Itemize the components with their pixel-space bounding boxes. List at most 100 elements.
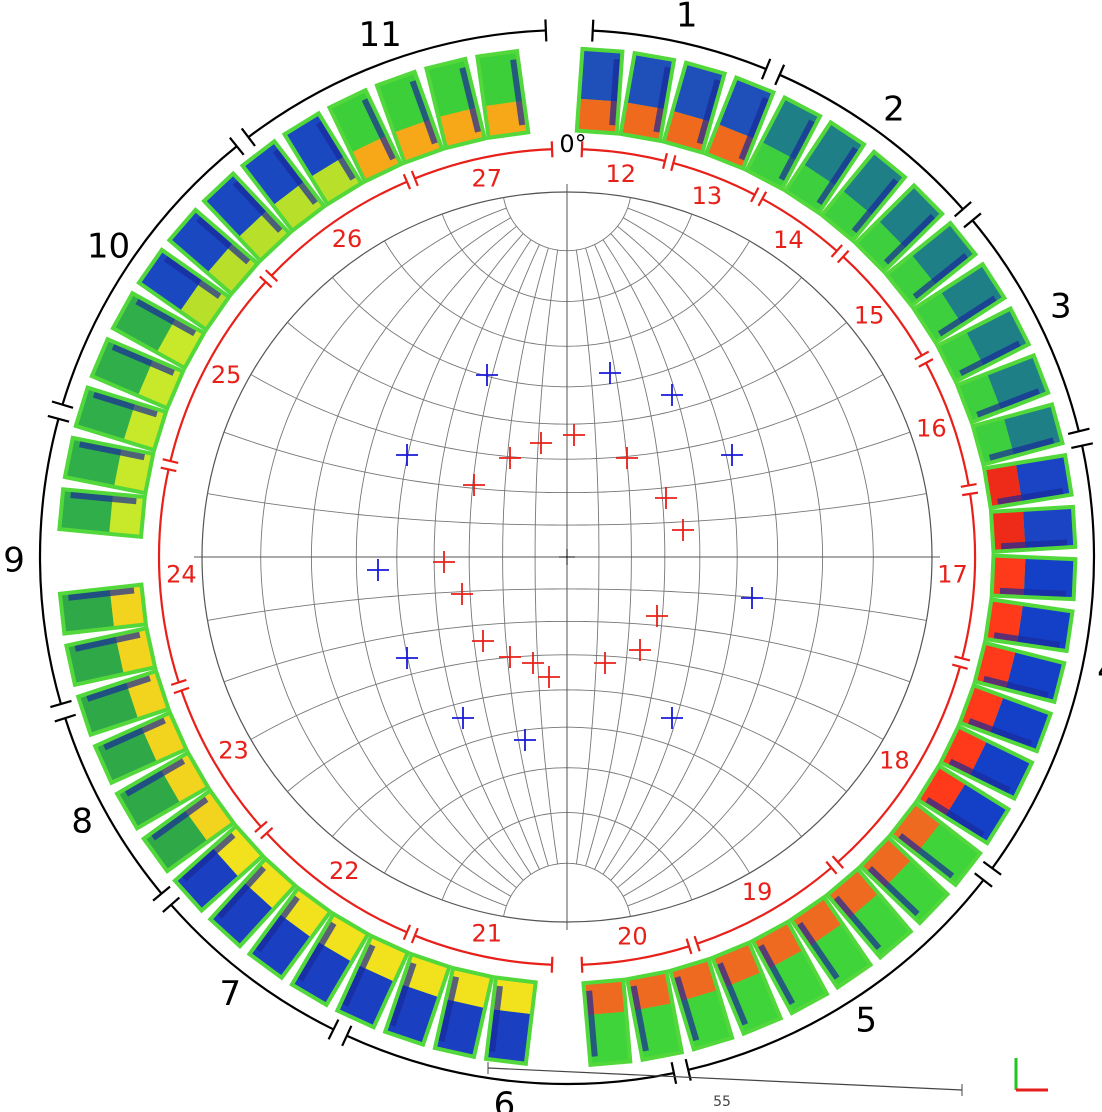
sector-arc (672, 162, 756, 196)
sector-tick (580, 141, 584, 158)
cloud-outer (763, 100, 818, 160)
cloud-block (888, 800, 983, 888)
cloud-block (954, 352, 1051, 425)
cloud-speckle (738, 96, 769, 161)
cloud-block (938, 723, 1035, 802)
cloud-block (934, 305, 1032, 385)
sector-arc (592, 29, 767, 71)
cloud-speckle (361, 98, 396, 161)
cloud-block (703, 75, 777, 172)
sector-arc (842, 255, 923, 357)
cloud-inner (987, 601, 1023, 642)
sector-label: 17 (937, 561, 968, 589)
sector-label: 20 (617, 922, 648, 950)
sector-label: 3 (1050, 287, 1072, 327)
sector-tick (757, 191, 768, 207)
sector-tick (693, 935, 701, 952)
sector-arc (581, 945, 690, 966)
cloud-block (246, 885, 334, 981)
sector-label: 8 (71, 801, 93, 841)
cloud-outer (970, 742, 1030, 796)
cloud-block (749, 919, 830, 1016)
cloud-speckle (696, 79, 721, 145)
sector-tick (259, 275, 273, 289)
sector-label: 10 (87, 226, 130, 266)
sector-label: 4 (1097, 650, 1102, 690)
cloud-speckle (948, 758, 1011, 794)
sector-tick (914, 350, 930, 361)
cloud-block (110, 290, 207, 371)
cloud-speckle (389, 962, 417, 1027)
cloud-speckle (898, 833, 955, 879)
cloud-block (709, 939, 784, 1037)
cloud-speckle (342, 944, 376, 1007)
sector-tick (162, 458, 179, 465)
cloud-block (988, 504, 1078, 554)
cloud-speckle (883, 213, 936, 265)
sector-tick (260, 826, 274, 840)
cloud-block (788, 894, 874, 991)
cloud-speckle (609, 59, 620, 126)
cloud-speckle (653, 66, 671, 133)
cloud-block (57, 582, 149, 636)
stereonet-grid (194, 184, 940, 930)
sector-label: 9 (3, 540, 25, 580)
cloud-outer (588, 1011, 629, 1063)
cloud-block (852, 182, 945, 275)
cloud-block (981, 452, 1074, 511)
cloud-block (166, 207, 261, 297)
cloud-speckle (993, 632, 1060, 648)
sector-tick (229, 137, 245, 156)
sector-tick (750, 187, 760, 203)
cloud-speckle (74, 631, 141, 652)
cloud-outer (119, 770, 180, 826)
sector-tick (402, 924, 412, 941)
sector-arc (38, 418, 62, 705)
north-label: 0° (559, 130, 586, 158)
sector-label: 11 (358, 15, 401, 55)
cloud-block (957, 682, 1054, 754)
cloud-outer (62, 590, 114, 632)
cloud-block (983, 597, 1075, 654)
sector-arc (779, 73, 964, 210)
cloud-speckle (717, 962, 749, 1026)
cloud-speckle (196, 216, 251, 265)
sector-arc (414, 934, 553, 966)
sector-tick (1067, 427, 1090, 435)
sector-arc (61, 145, 238, 405)
cloud-block (374, 69, 445, 166)
cloud-speckle (1000, 539, 1068, 550)
point-cloud-ring (57, 46, 1078, 1068)
cloud-outer (1023, 558, 1074, 598)
cloud-outer (849, 894, 909, 955)
sector-arc (961, 493, 977, 659)
cloud-block (581, 977, 633, 1068)
sector-tick (254, 820, 268, 833)
sector-arc (687, 879, 985, 1071)
sector-tick (550, 956, 554, 973)
sector-arc (991, 445, 1096, 869)
cloud-block (423, 56, 488, 151)
sector-label: 22 (329, 857, 360, 885)
sector-tick (774, 64, 786, 86)
sector-tick (685, 938, 693, 955)
sector-tick (410, 927, 419, 944)
cloud-block (972, 640, 1067, 705)
cloud-block (92, 710, 189, 786)
sector-label: 6 (494, 1085, 516, 1112)
cloud-block (911, 261, 1008, 346)
sector-arc (837, 666, 962, 863)
sector-label: 16 (916, 415, 947, 443)
cloud-speckle (937, 295, 997, 337)
sector-tick (960, 482, 977, 488)
cloud-speckle (674, 976, 700, 1042)
cloud-block (824, 866, 914, 961)
cloud-outer (966, 311, 1027, 366)
cloud-block (382, 951, 452, 1048)
sector-arc (169, 281, 267, 462)
cloud-speckle (778, 119, 815, 181)
cloud-outer (879, 188, 940, 248)
cloud-outer (885, 861, 945, 921)
cloud-outer (332, 92, 386, 152)
sector-label: 1 (676, 0, 698, 36)
